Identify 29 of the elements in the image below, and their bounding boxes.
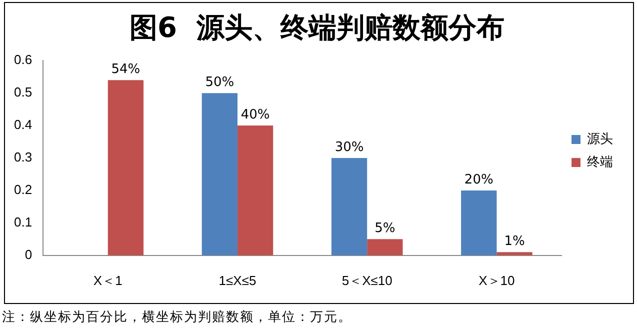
legend-label: 源头	[587, 131, 613, 146]
x-tick-label: 1≤X≤5	[218, 272, 256, 288]
data-label: 1%	[504, 234, 525, 250]
y-tick-label: 0.6	[14, 52, 32, 68]
y-tick-label: 0.5	[14, 84, 32, 100]
bar	[496, 252, 532, 256]
y-tick-label: 0.4	[14, 117, 32, 132]
y-tick-label: 0.1	[14, 214, 32, 230]
data-label: 5%	[374, 221, 396, 236]
text: 注：纵坐标为百分比，横坐标为判赔数额，单位：万元。	[2, 309, 352, 326]
bar	[367, 239, 403, 256]
bar	[461, 190, 497, 256]
bar	[202, 93, 238, 256]
chart-title: 图6 源头、终端判赔数额分布	[130, 11, 504, 44]
data-label: 30%	[334, 140, 364, 155]
x-tick-label: 5＜X≤10	[342, 272, 392, 288]
y-tick-label: 0	[24, 246, 32, 262]
bar	[331, 158, 368, 256]
data-label: 54%	[111, 62, 140, 77]
x-tick-label: X＞10	[478, 272, 515, 288]
legend-label: 终端	[587, 154, 613, 170]
y-tick-label: 0.2	[14, 182, 32, 198]
y-tick-label: 0.3	[14, 150, 32, 165]
bar	[237, 126, 274, 256]
data-label: 50%	[205, 74, 234, 90]
x-tick-label: X＜1	[93, 272, 122, 288]
data-label: 20%	[464, 172, 494, 188]
bar	[108, 80, 144, 256]
data-label: 40%	[240, 107, 270, 122]
